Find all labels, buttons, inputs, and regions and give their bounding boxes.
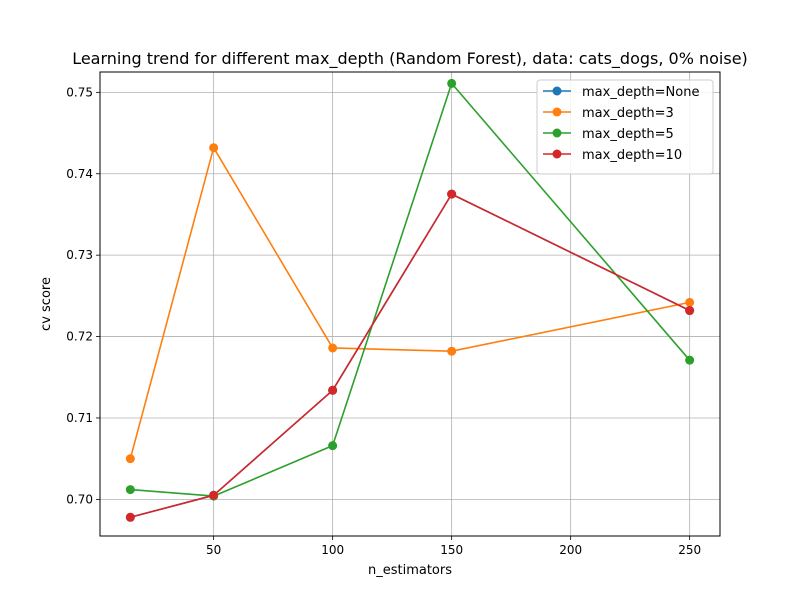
data-point (328, 385, 338, 395)
legend-label: max_depth=5 (582, 127, 674, 142)
data-point (328, 441, 338, 451)
legend: max_depth=None max_depth=3 max_depth=5 max_… (536, 79, 714, 175)
data-point (125, 454, 135, 464)
legend-box (536, 79, 714, 175)
chart-title: Learning trend for different max_depth (… (72, 49, 748, 69)
legend-label: max_depth=None (582, 85, 699, 100)
data-point (328, 343, 338, 353)
y-tick-label: 0.70 (66, 492, 93, 506)
series-4 (125, 189, 695, 522)
data-point (447, 189, 457, 199)
x-tick-label: 150 (440, 543, 463, 557)
legend-marker (552, 86, 562, 96)
legend-label: max_depth=3 (582, 106, 674, 121)
data-point (447, 346, 457, 356)
data-point (209, 490, 219, 500)
y-tick-label: 0.73 (66, 248, 93, 262)
legend-marker (552, 149, 562, 159)
series-layer (125, 78, 695, 522)
data-point (685, 297, 695, 307)
legend-item: max_depth=3 (543, 106, 674, 121)
legend-item: max_depth=5 (543, 127, 674, 142)
y-tick-label: 0.75 (66, 85, 93, 99)
legend-marker (552, 107, 562, 117)
legend-item: max_depth=10 (543, 148, 682, 163)
x-tick-label: 200 (559, 543, 582, 557)
x-tick-label: 250 (678, 543, 701, 557)
data-point (125, 512, 135, 522)
data-point (209, 143, 219, 153)
y-axis-label: cv score (39, 277, 54, 331)
data-point (125, 485, 135, 495)
data-point (447, 78, 457, 88)
series-2 (125, 143, 695, 464)
x-axis: 50 100 150 200 250 (206, 536, 701, 557)
legend-item: max_depth=None (543, 85, 699, 100)
x-axis-label: n_estimators (368, 563, 452, 578)
legend-label: max_depth=10 (582, 148, 682, 163)
y-tick-label: 0.72 (66, 330, 93, 344)
x-tick-label: 100 (321, 543, 344, 557)
x-tick-label: 50 (206, 543, 221, 557)
data-point (685, 306, 695, 316)
y-axis: 0.70 0.71 0.72 0.73 0.74 0.75 (66, 85, 100, 506)
data-point (685, 355, 695, 365)
legend-marker (552, 128, 562, 138)
y-tick-label: 0.74 (66, 167, 93, 181)
plot-frame (99, 71, 721, 537)
y-tick-label: 0.71 (66, 411, 93, 425)
